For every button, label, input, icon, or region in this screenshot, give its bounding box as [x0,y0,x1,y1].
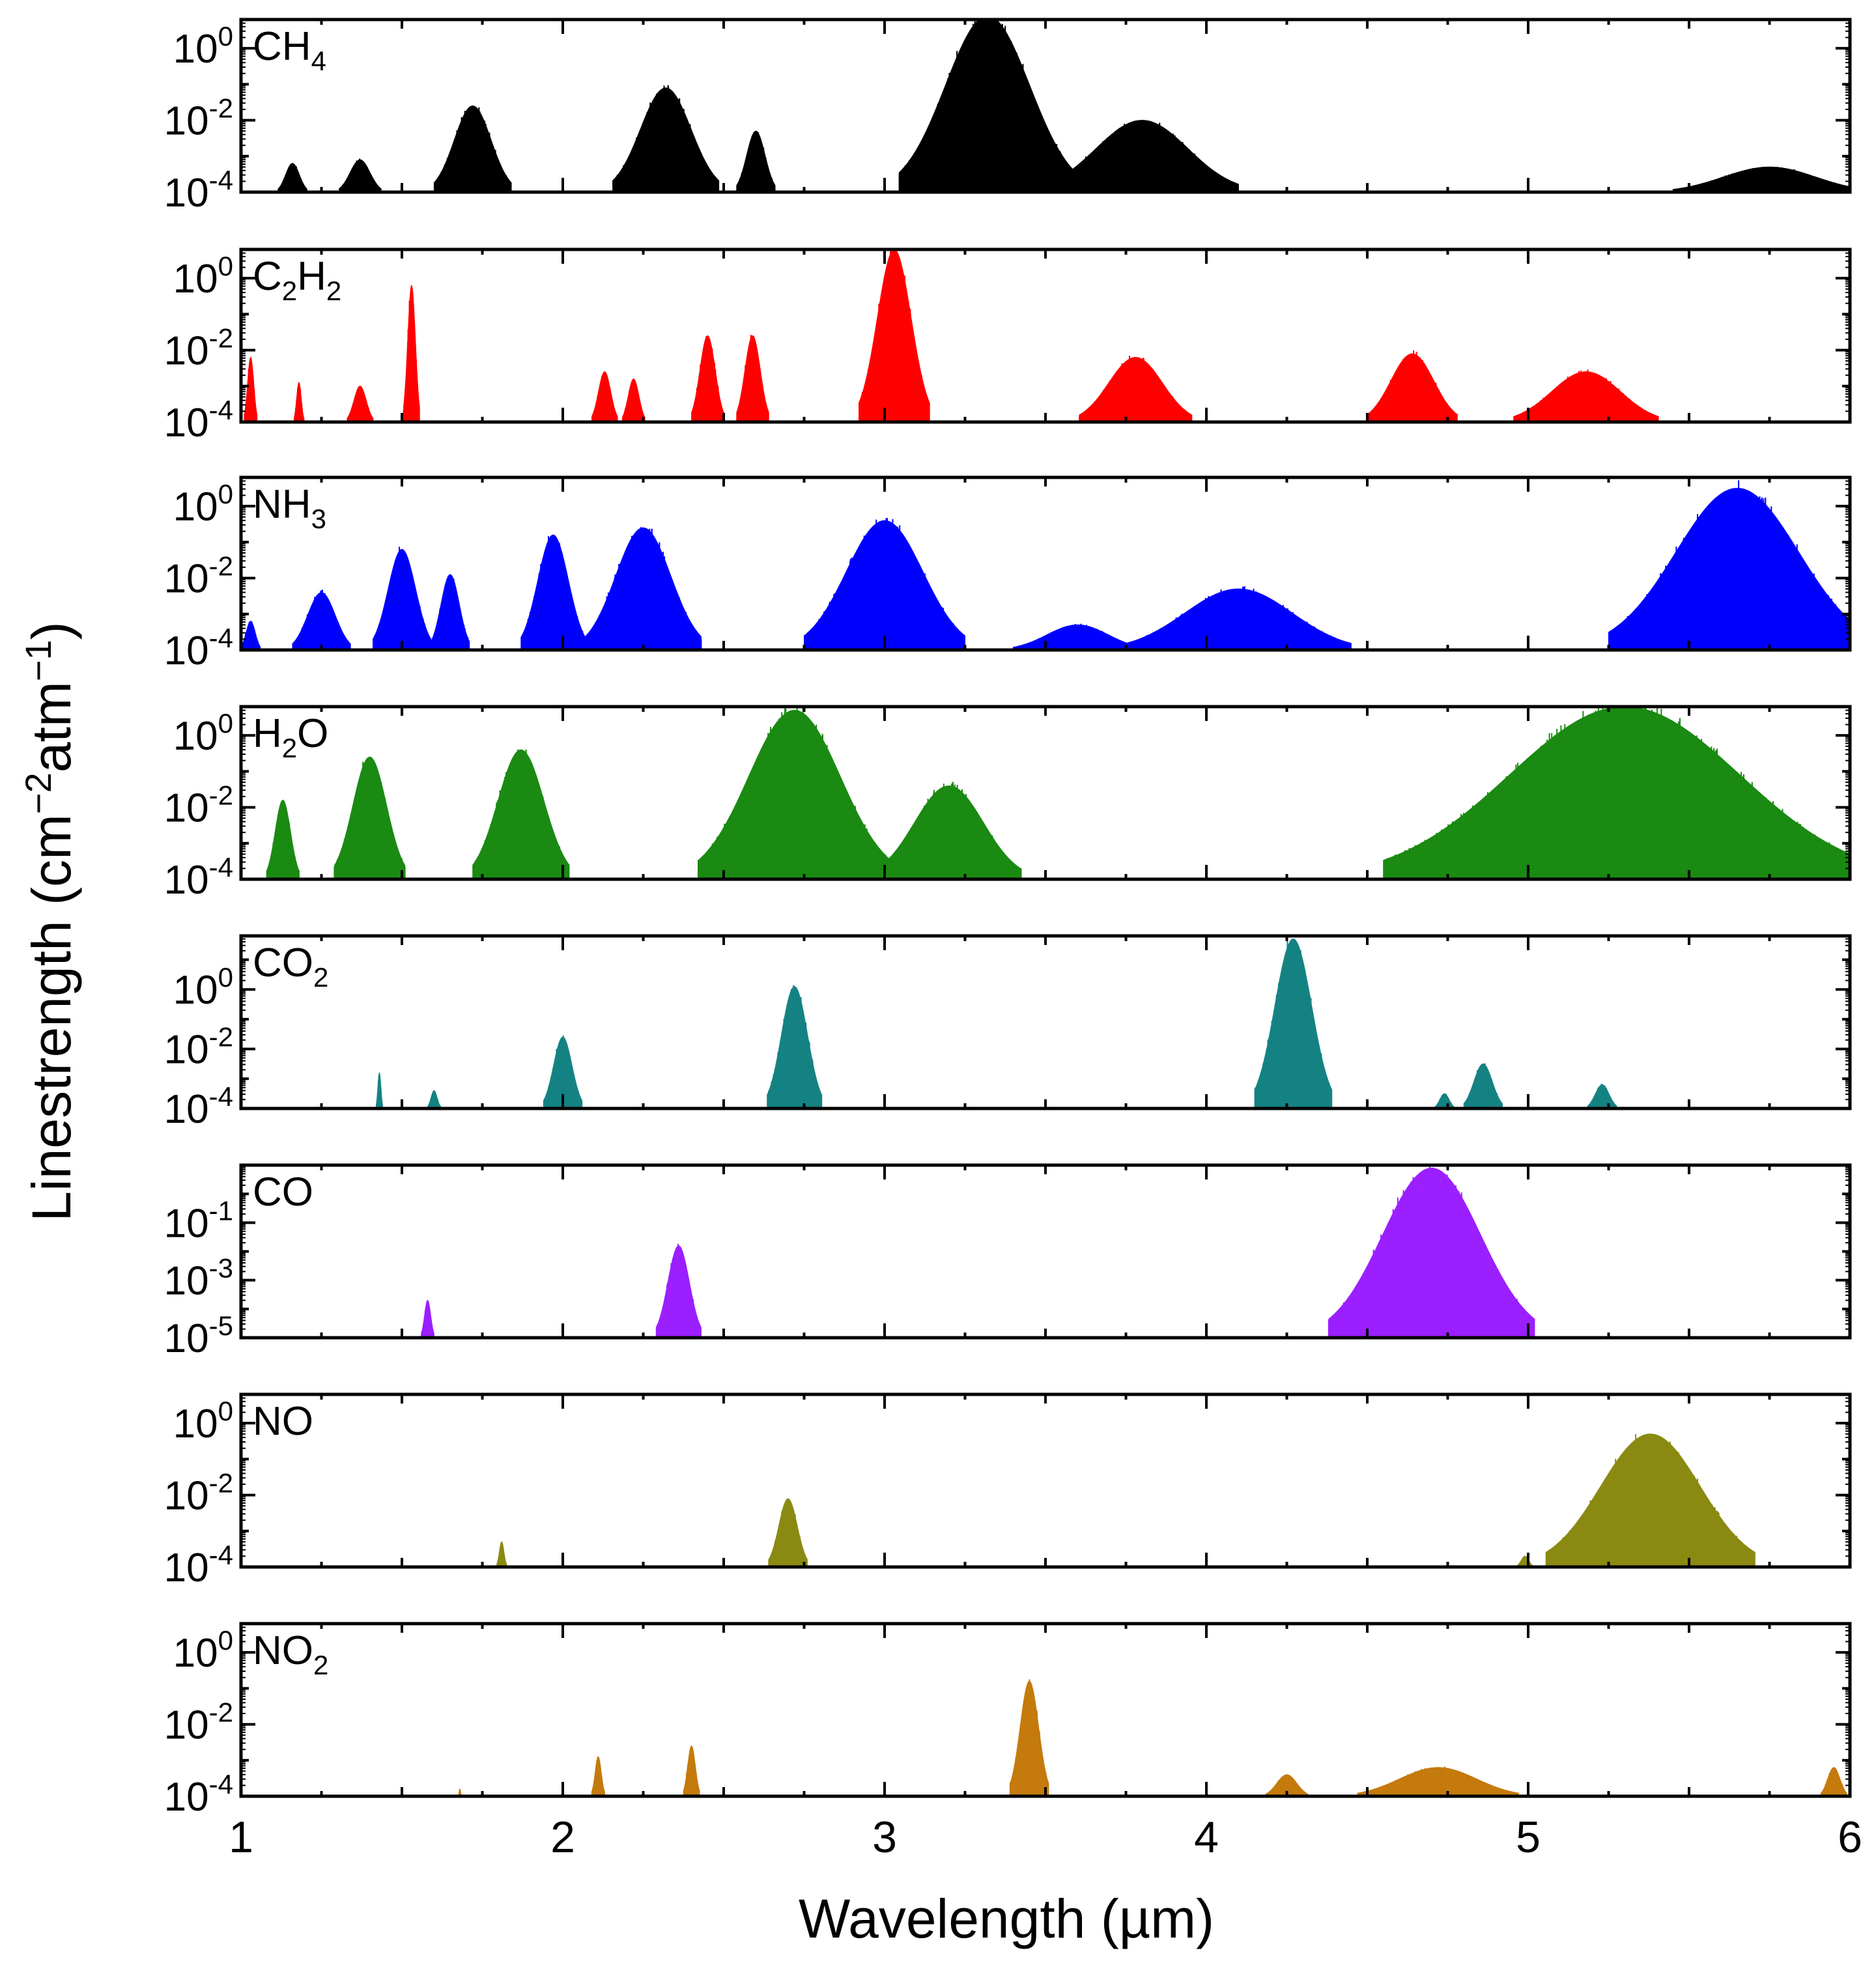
y-tick-label: 10-2 [164,551,233,602]
spectrum-nh3 [241,480,1850,650]
panel-h2o: 10-4 10-2 100 H2O [164,705,1852,903]
spectrum-co2 [376,938,1617,1108]
spectrum-ch4 [277,20,1850,192]
y-tick-label: 100 [173,962,233,1013]
y-tick-label: 100 [173,708,233,759]
y-tick-label: 10-3 [164,1253,233,1304]
molecule-label-c2h2: C2H2 [253,254,341,306]
molecule-label-no2: NO2 [253,1628,328,1680]
panel-no: 10-4 10-2 100 NO [164,1392,1852,1590]
y-tick-label: 100 [173,1625,233,1676]
panel-nh3: 10-4 10-2 100 NH3 [164,475,1852,673]
x-axis-label: Wavelength (µm) [799,1888,1214,1949]
panels: 10-4 10-2 100 CH4 10-4 10-2 100 C2H2 10-4 10-2 100… [164,18,1852,1820]
y-tick-label: 10-2 [164,1468,233,1519]
molecule-label-co: CO [253,1170,313,1215]
y-tick-label: 10-4 [164,1769,233,1820]
spectrum-h2o [266,707,1850,879]
y-tick-label: 10-4 [164,395,233,445]
panel-no2: 10-4 10-2 100 NO2 [164,1622,1852,1820]
y-tick-label: 100 [173,479,233,529]
band-no2-5 [1357,1767,1519,1796]
spectrum-c2h2 [244,249,1659,422]
y-tick-label: 10-4 [164,623,233,673]
molecule-label-nh3: NH3 [253,482,326,534]
y-tick-label: 10-2 [164,1697,233,1748]
molecule-label-ch4: CH4 [253,24,326,76]
x-tick-label: 4 [1194,1813,1219,1862]
x-tick-label: 5 [1516,1813,1541,1862]
y-tick-label: 10-2 [164,93,233,144]
panel-c2h2: 10-4 10-2 100 C2H2 [164,247,1852,445]
molecule-label-h2o: H2O [253,711,328,763]
y-axis-label: Linestrength (cm−2atm−1) [18,621,82,1221]
y-tick-label: 10-4 [164,165,233,216]
y-tick-label: 100 [173,251,233,302]
panel-co2: 10-4 10-2 100 CO2 [164,934,1852,1132]
spectrum-co [421,1165,1535,1338]
y-tick-label: 100 [173,1396,233,1446]
y-tick-label: 10-4 [164,1081,233,1132]
y-tick-label: 10-4 [164,852,233,903]
molecule-label-co2: CO2 [253,940,328,993]
x-tick-label: 3 [872,1813,897,1862]
panel-ch4: 10-4 10-2 100 CH4 [164,18,1852,216]
y-tick-label: 10-2 [164,780,233,831]
panel-co: 10-5 10-3 10-1 CO [164,1163,1852,1361]
y-tick-label: 10-2 [164,1022,233,1073]
y-tick-label: 10-5 [164,1310,233,1361]
y-tick-label: 100 [173,21,233,72]
x-tick-label: 2 [550,1813,575,1862]
y-tick-label: 10-2 [164,323,233,374]
spectrum-no [496,1433,1755,1567]
molecule-label-no: NO [253,1399,313,1444]
x-tick-label: 1 [229,1813,253,1862]
x-tick-label: 6 [1838,1813,1862,1862]
y-tick-label: 10-1 [164,1195,233,1246]
x-axis: 1 2 3 4 5 6 [229,1813,1862,1862]
y-tick-label: 10-4 [164,1540,233,1590]
spectrum-no2 [458,1679,1847,1796]
